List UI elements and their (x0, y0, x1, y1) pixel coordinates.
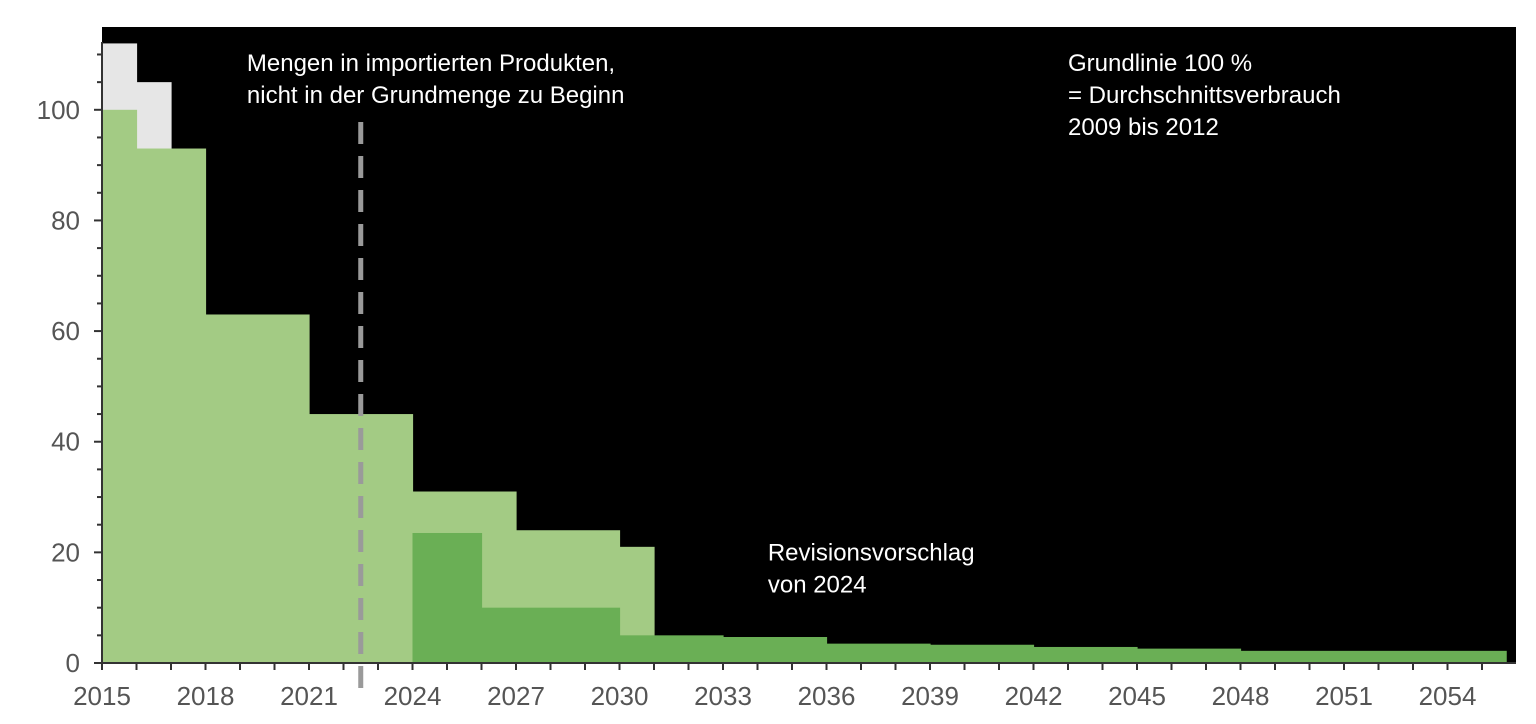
x-tick-label-2018: 2018 (177, 681, 235, 711)
annotation-0-line-1: nicht in der Grundmenge zu Beginn (247, 82, 625, 109)
x-tick-label-2036: 2036 (798, 681, 856, 711)
bars (102, 43, 1507, 664)
bar-series2-2 (619, 635, 724, 663)
x-tick-label-2030: 2030 (591, 681, 649, 711)
y-tick-label-20: 20 (51, 537, 80, 567)
y-tick-label-60: 60 (51, 316, 80, 346)
x-tick-label-2027: 2027 (487, 681, 545, 711)
bar-series2-8 (1240, 650, 1507, 663)
annotation-1-line-2: 2009 bis 2012 (1068, 114, 1219, 141)
x-tick-label-2045: 2045 (1108, 681, 1166, 711)
x-tick-label-2051: 2051 (1315, 681, 1373, 711)
bar-series1-0 (102, 109, 138, 664)
bar-series2-1 (481, 607, 621, 663)
annotation-2-line-0: Revisionsvorschlag (768, 540, 975, 567)
x-tick-label-2033: 2033 (694, 681, 752, 711)
x-tick-label-2024: 2024 (384, 681, 442, 711)
y-tick-label-0: 0 (66, 648, 80, 678)
annotation-1-line-0: Grundlinie 100 % (1068, 50, 1252, 77)
annotation-2-line-1: von 2024 (768, 572, 867, 599)
x-tick-label-2039: 2039 (901, 681, 959, 711)
bar-series2-5 (930, 644, 1035, 663)
annotations: Mengen in importierten Produkten, nicht i… (247, 50, 1341, 599)
x-tick-label-2048: 2048 (1212, 681, 1270, 711)
axes: 0 20 40 60 80 100 2015 2018 2021 2024 2027 2030 2033… (37, 42, 1516, 711)
y-tick-label-80: 80 (51, 205, 80, 235)
bar-series2-7 (1137, 648, 1242, 663)
bar-series2-6 (1033, 646, 1138, 663)
y-tick-label-100: 100 (37, 95, 80, 125)
bar-series1-1 (136, 148, 207, 664)
annotation-1-line-1: = Durchschnittsverbrauch (1068, 82, 1341, 109)
bar-series2-0 (412, 532, 483, 663)
bar-series2-3 (723, 636, 828, 663)
bar-series2-4 (826, 643, 931, 663)
annotation-0-line-0: Mengen in importierten Produkten, (247, 50, 615, 77)
y-tick-label-40: 40 (51, 427, 80, 457)
bar-series1-2 (205, 314, 310, 663)
x-tick-label-2054: 2054 (1419, 681, 1477, 711)
x-tick-label-2021: 2021 (280, 681, 338, 711)
x-tick-label-2015: 2015 (73, 681, 131, 711)
x-tick-label-2042: 2042 (1005, 681, 1063, 711)
